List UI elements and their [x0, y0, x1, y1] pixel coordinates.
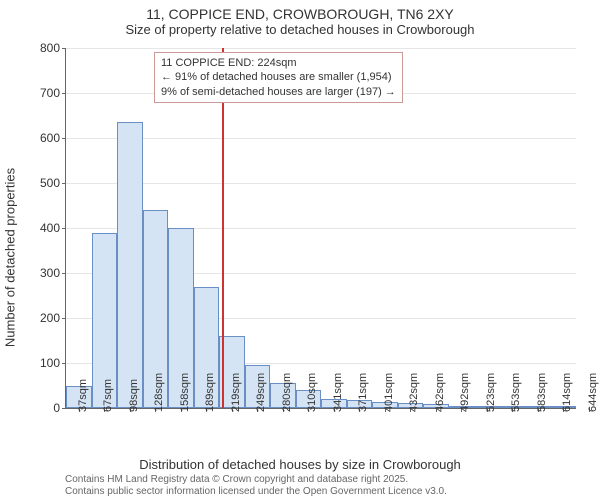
- xtick-label: 614sqm: [561, 373, 573, 412]
- attribution-line1: Contains HM Land Registry data © Crown c…: [65, 474, 447, 486]
- xtick-label: 523sqm: [485, 373, 497, 412]
- xtick-label: 37sqm: [77, 379, 89, 412]
- xtick-label: 462sqm: [434, 373, 446, 412]
- xtick-label: 583sqm: [536, 373, 548, 412]
- xtick-label: 310sqm: [306, 373, 318, 412]
- ytick-label: 0: [53, 401, 66, 415]
- xtick-label: 67sqm: [102, 379, 114, 412]
- xtick-label: 341sqm: [332, 373, 344, 412]
- annotation-line2: ← 91% of detached houses are smaller (1,…: [161, 70, 396, 84]
- xtick-label: 219sqm: [230, 373, 242, 412]
- chart-subtitle: Size of property relative to detached ho…: [0, 22, 600, 41]
- ytick-label: 100: [40, 356, 66, 370]
- xtick-label: 280sqm: [281, 373, 293, 412]
- xtick-label: 432sqm: [408, 373, 420, 412]
- x-axis-label: Distribution of detached houses by size …: [0, 457, 600, 472]
- chart-container: 11, COPPICE END, CROWBOROUGH, TN6 2XY Si…: [0, 0, 600, 500]
- ytick-label: 300: [40, 266, 66, 280]
- ytick-label: 700: [40, 86, 66, 100]
- ytick-label: 500: [40, 176, 66, 190]
- xtick-label: 553sqm: [510, 373, 522, 412]
- histogram-bar: [117, 122, 143, 408]
- plot-area: 010020030040050060070080037sqm67sqm98sqm…: [65, 48, 576, 409]
- xtick-label: 401sqm: [383, 373, 395, 412]
- xtick-label: 128sqm: [153, 373, 165, 412]
- gridline: [66, 183, 576, 184]
- xtick-label: 371sqm: [357, 373, 369, 412]
- annotation-line1: 11 COPPICE END: 224sqm: [161, 56, 396, 70]
- ytick-label: 600: [40, 131, 66, 145]
- ytick-label: 200: [40, 311, 66, 325]
- chart-title: 11, COPPICE END, CROWBOROUGH, TN6 2XY: [0, 0, 600, 22]
- xtick-label: 249sqm: [255, 373, 267, 412]
- xtick-label: 98sqm: [128, 379, 140, 412]
- annotation-line3: 9% of semi-detached houses are larger (1…: [161, 85, 396, 99]
- ytick-label: 400: [40, 221, 66, 235]
- xtick-label: 492sqm: [459, 373, 471, 412]
- attribution-line2: Contains public sector information licen…: [65, 486, 447, 498]
- attribution: Contains HM Land Registry data © Crown c…: [65, 474, 447, 498]
- annotation-box: 11 COPPICE END: 224sqm ← 91% of detached…: [154, 52, 403, 103]
- xtick-label: 189sqm: [204, 373, 216, 412]
- gridline: [66, 138, 576, 139]
- ytick-label: 800: [40, 41, 66, 55]
- xtick-label: 158sqm: [179, 373, 191, 412]
- xtick-label: 644sqm: [587, 373, 599, 412]
- gridline: [66, 48, 576, 49]
- y-axis-label: Number of detached properties: [3, 168, 18, 347]
